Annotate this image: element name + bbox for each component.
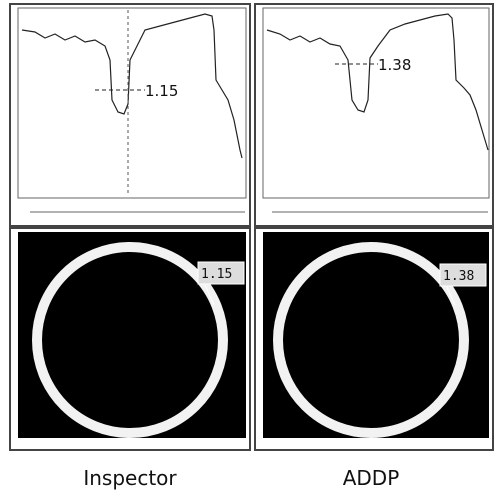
image-area (263, 232, 489, 438)
caption: ADDP (343, 466, 400, 490)
profile-panel: 1.38 (255, 4, 493, 226)
figure: 1.15 1.38 1.15 1.38 Inspector ADDP (0, 0, 496, 497)
profile-annotation: 1.38 (378, 56, 411, 74)
image-panel: 1.38 (255, 228, 493, 450)
profile-annotation: 1.15 (145, 82, 178, 100)
image-annotation: 1.38 (443, 269, 474, 284)
plot-area (263, 8, 489, 198)
plot-area (18, 8, 246, 198)
image-panel: 1.15 (10, 228, 250, 450)
caption: Inspector (83, 466, 177, 490)
image-annotation: 1.15 (201, 267, 232, 282)
profile-panel: 1.15 (10, 4, 250, 226)
